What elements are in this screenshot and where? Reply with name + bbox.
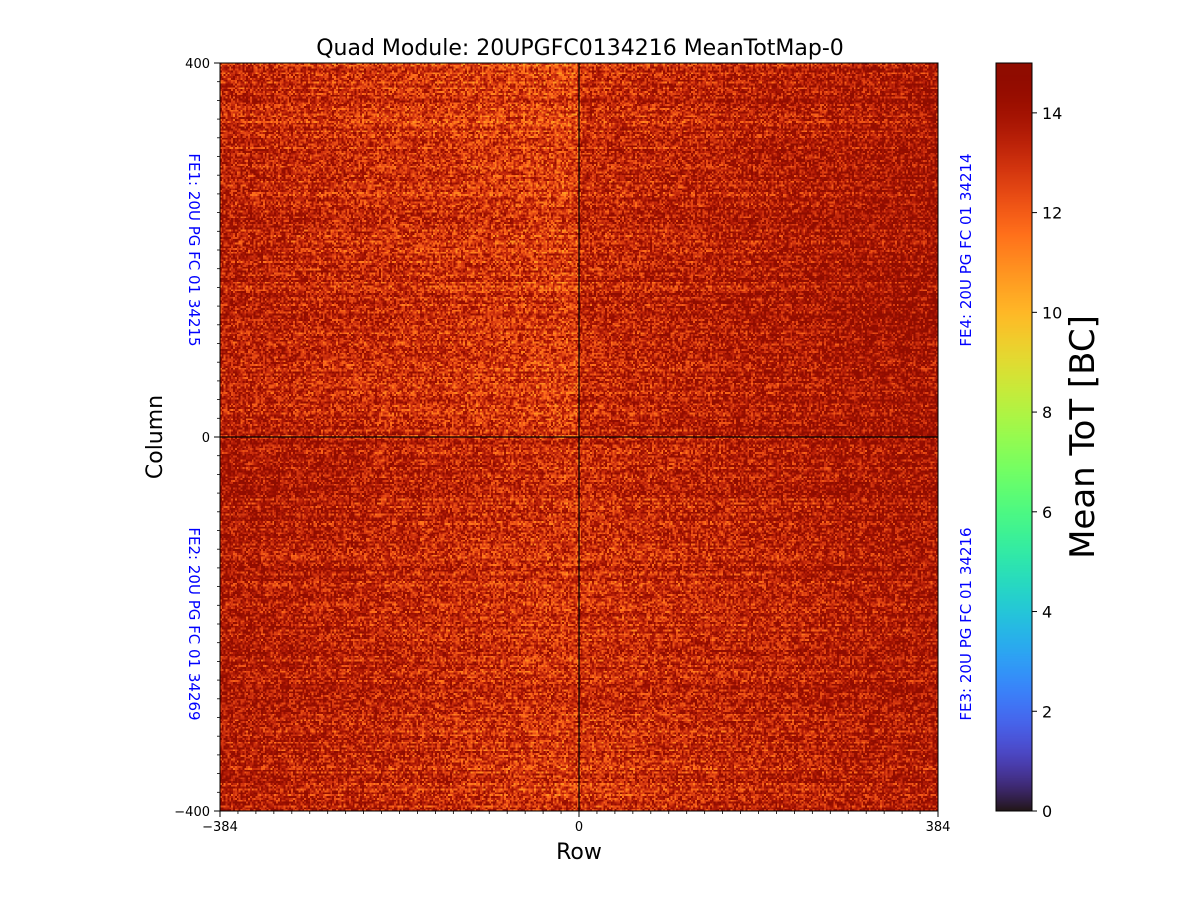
colorbar-frame bbox=[995, 62, 1033, 812]
colorbar-tick-label: 6 bbox=[1042, 503, 1052, 522]
colorbar-tick-label: 14 bbox=[1042, 104, 1062, 123]
x-tick-label-left: −384 bbox=[202, 820, 238, 835]
colorbar-tick-label: 2 bbox=[1042, 702, 1052, 721]
colorbar-label: Mean ToT [BC] bbox=[1063, 315, 1103, 559]
y-tick-label-top: 400 bbox=[185, 57, 210, 72]
colorbar-ticks: 0 2 4 6 8 10 12 14 bbox=[1032, 104, 1062, 821]
colorbar-tick-label: 12 bbox=[1042, 204, 1062, 223]
y-tick-label-bottom: −400 bbox=[174, 805, 210, 820]
x-tick-label-center: 0 bbox=[575, 820, 583, 835]
y-tick-label-middle: 0 bbox=[202, 431, 210, 446]
chart-title: Quad Module: 20UPGFC0134216 MeanTotMap-0 bbox=[316, 36, 844, 61]
colorbar-tick-label: 8 bbox=[1042, 403, 1052, 422]
y-minor-ticks bbox=[217, 81, 220, 793]
colorbar-tick-label: 10 bbox=[1042, 303, 1062, 322]
fe2-label: FE2: 20U PG FC 01 34269 bbox=[185, 527, 203, 720]
x-axis-label: Row bbox=[556, 840, 602, 865]
colorbar-gradient bbox=[996, 63, 1032, 811]
colorbar-tick-label: 4 bbox=[1042, 603, 1052, 622]
y-axis-label: Column bbox=[143, 395, 168, 479]
fe3-label: FE3: 20U PG FC 01 34216 bbox=[957, 527, 975, 720]
fe4-label: FE4: 20U PG FC 01 34214 bbox=[957, 153, 975, 346]
x-minor-ticks bbox=[237, 811, 921, 814]
fe1-label: FE1: 20U PG FC 01 34215 bbox=[185, 153, 203, 346]
colorbar-tick-label: 0 bbox=[1042, 802, 1052, 821]
x-tick-label-right: 384 bbox=[926, 820, 951, 835]
